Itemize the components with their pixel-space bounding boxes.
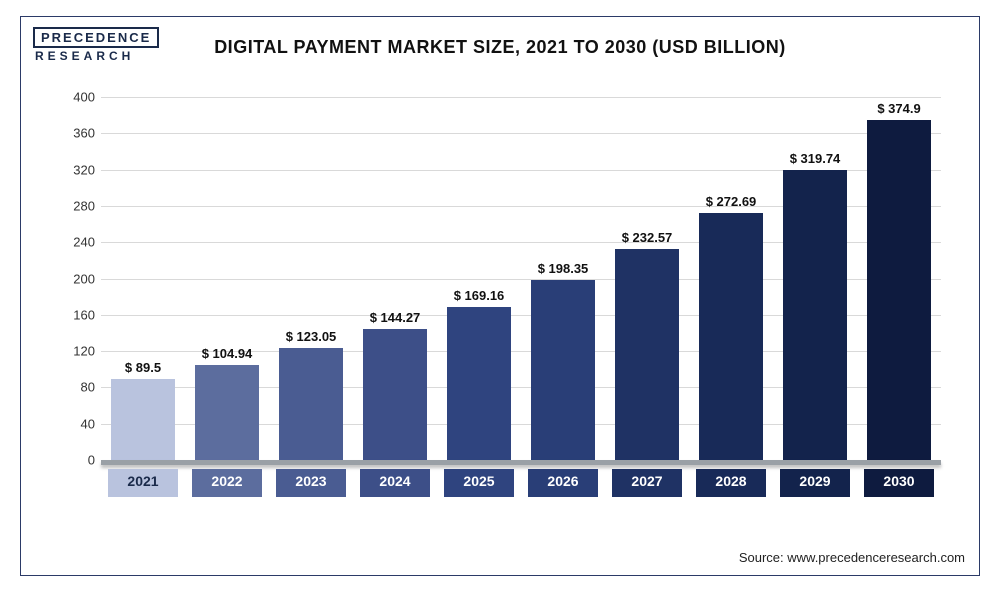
x-category-label: 2026 (528, 469, 598, 497)
x-labels-row: 2021 2022 2023 2024 2025 2026 2027 2028 2029 2030 (101, 469, 941, 497)
bar-value-label: $ 104.94 (202, 346, 253, 361)
bar-slot: $ 104.94 (192, 97, 262, 460)
x-category-label: 2021 (108, 469, 178, 497)
bar-slot: $ 232.57 (612, 97, 682, 460)
bar (783, 170, 847, 460)
bar-slot: $ 89.5 (108, 97, 178, 460)
y-tick-label: 80 (61, 380, 95, 395)
x-category-label: 2028 (696, 469, 766, 497)
x-category-label: 2029 (780, 469, 850, 497)
chart-title: DIGITAL PAYMENT MARKET SIZE, 2021 TO 203… (21, 37, 979, 58)
bar (279, 348, 343, 460)
source-label: Source: (739, 550, 784, 565)
y-tick-label: 120 (61, 344, 95, 359)
plot-area: 04080120160200240280320360400 $ 89.5$ 10… (101, 97, 941, 497)
y-tick-label: 360 (61, 126, 95, 141)
x-category-label: 2022 (192, 469, 262, 497)
bar (531, 280, 595, 460)
source-line: Source: www.precedenceresearch.com (739, 550, 965, 565)
y-tick-label: 400 (61, 90, 95, 105)
bar (699, 213, 763, 460)
bar-slot: $ 123.05 (276, 97, 346, 460)
bar-slot: $ 319.74 (780, 97, 850, 460)
bar-slot: $ 144.27 (360, 97, 430, 460)
bar-slot: $ 169.16 (444, 97, 514, 460)
bar (447, 307, 511, 461)
bar-value-label: $ 232.57 (622, 230, 673, 245)
y-tick-label: 0 (61, 453, 95, 468)
y-tick-label: 200 (61, 271, 95, 286)
x-category-label: 2030 (864, 469, 934, 497)
y-tick-label: 40 (61, 416, 95, 431)
x-category-label: 2027 (612, 469, 682, 497)
chart-card: PRECEDENCE RESEARCH DIGITAL PAYMENT MARK… (20, 16, 980, 576)
bar-value-label: $ 319.74 (790, 151, 841, 166)
bar-slot: $ 198.35 (528, 97, 598, 460)
bar-slot: $ 374.9 (864, 97, 934, 460)
y-tick-label: 280 (61, 198, 95, 213)
bar-value-label: $ 374.9 (877, 101, 920, 116)
bar (615, 249, 679, 460)
bar-slot: $ 272.69 (696, 97, 766, 460)
y-tick-label: 160 (61, 307, 95, 322)
bar-value-label: $ 89.5 (125, 360, 161, 375)
bar (111, 379, 175, 460)
y-tick-label: 320 (61, 162, 95, 177)
bar-value-label: $ 169.16 (454, 288, 505, 303)
y-tick-label: 240 (61, 235, 95, 250)
x-category-label: 2024 (360, 469, 430, 497)
bar (195, 365, 259, 460)
x-axis-line (101, 460, 941, 465)
x-category-label: 2023 (276, 469, 346, 497)
bar-value-label: $ 123.05 (286, 329, 337, 344)
bars-row: $ 89.5 $ 104.94 $ 123.05 $ 144.27 $ 169.16 $ … (101, 97, 941, 460)
bar-value-label: $ 144.27 (370, 310, 421, 325)
bar (363, 329, 427, 460)
source-url: www.precedenceresearch.com (787, 550, 965, 565)
bar (867, 120, 931, 460)
x-category-label: 2025 (444, 469, 514, 497)
bar-value-label: $ 272.69 (706, 194, 757, 209)
bar-value-label: $ 198.35 (538, 261, 589, 276)
